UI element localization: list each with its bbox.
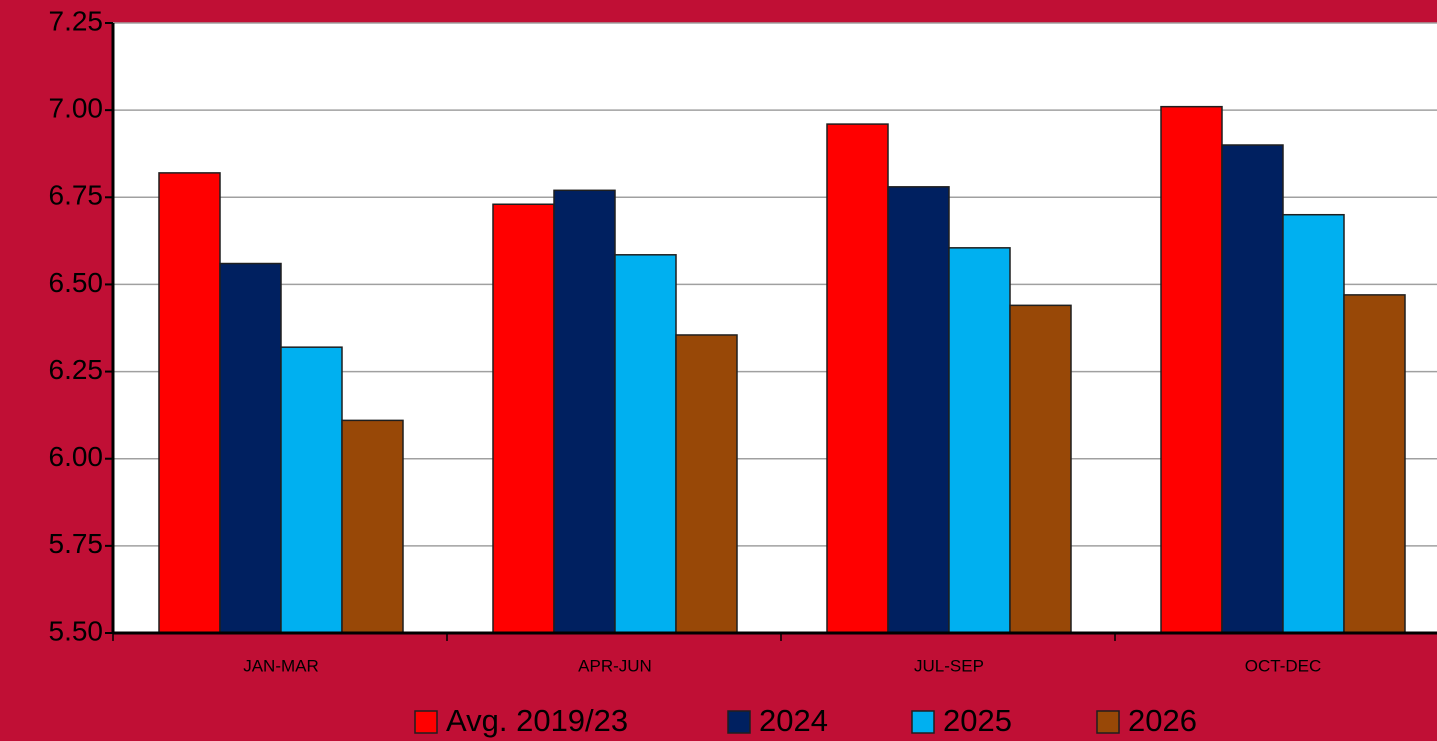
- legend-label: Avg. 2019/23: [446, 703, 628, 738]
- y-tick-label: 5.75: [49, 528, 104, 559]
- y-tick-label: 6.25: [49, 354, 104, 385]
- legend-swatch: [911, 710, 935, 734]
- x-tick-label: OCT-DEC: [1245, 656, 1322, 675]
- x-tick-label: JUL-SEP: [914, 656, 984, 675]
- bar: [614, 254, 677, 634]
- bar: [280, 346, 343, 634]
- x-tick-label: JAN-MAR: [243, 656, 319, 675]
- legend-swatch: [1096, 710, 1120, 734]
- legend-label: 2025: [943, 703, 1012, 738]
- legend-swatch: [414, 710, 438, 734]
- bar: [1221, 144, 1284, 634]
- bar: [675, 334, 738, 634]
- y-tick-label: 6.75: [49, 180, 104, 211]
- bar: [341, 419, 404, 634]
- bar: [158, 172, 221, 634]
- bar: [553, 189, 616, 634]
- bar: [1282, 213, 1345, 634]
- bar: [948, 247, 1011, 634]
- bar: [1009, 304, 1072, 634]
- y-tick-label: 6.50: [49, 267, 104, 298]
- y-tick-label: 7.00: [49, 93, 104, 124]
- y-tick-label: 6.00: [49, 441, 104, 472]
- x-tick-label: APR-JUN: [578, 656, 652, 675]
- bar: [492, 203, 555, 634]
- y-tick-label: 7.25: [49, 5, 104, 36]
- legend-label: 2026: [1128, 703, 1197, 738]
- bar: [1160, 105, 1223, 634]
- bar: [826, 123, 889, 634]
- legend-label: 2024: [759, 703, 828, 738]
- legend-swatch: [727, 710, 751, 734]
- bar: [1343, 294, 1406, 634]
- bar: [219, 262, 282, 634]
- bar: [887, 186, 950, 634]
- y-tick-label: 5.50: [49, 615, 104, 646]
